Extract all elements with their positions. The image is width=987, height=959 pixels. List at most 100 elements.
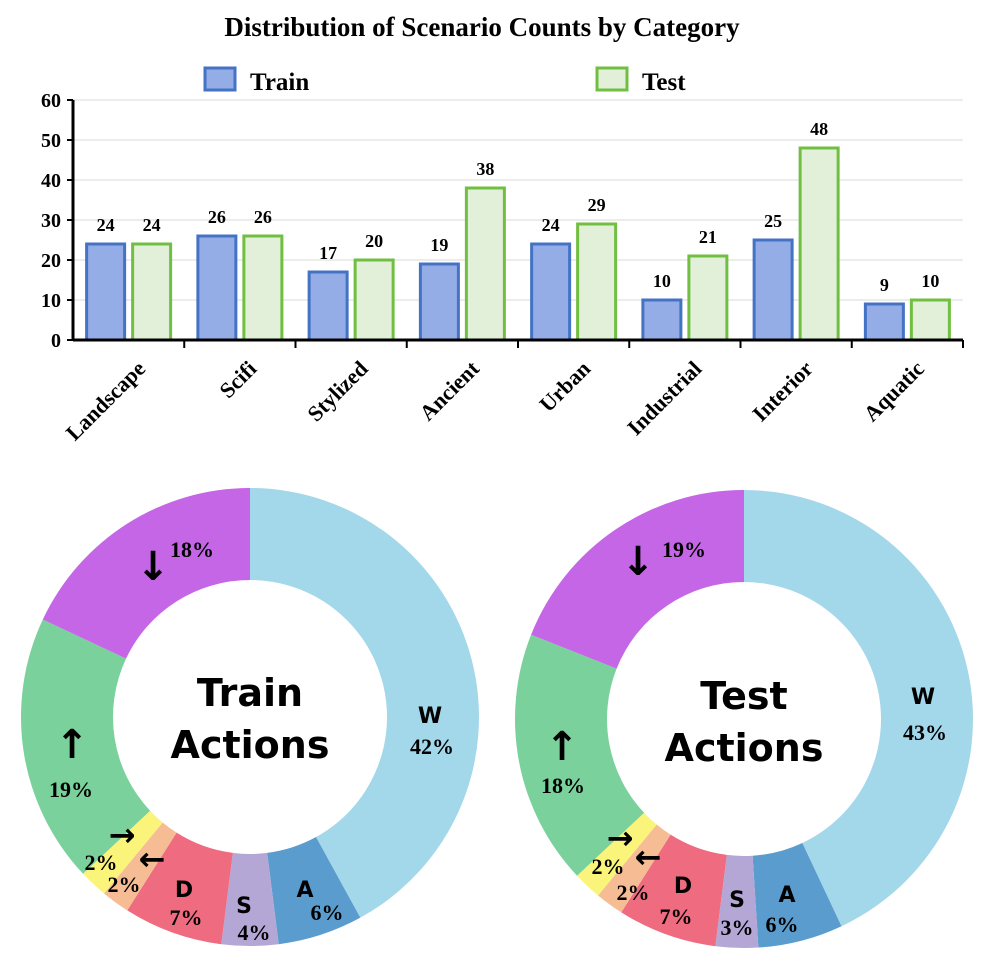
data-label-test-ancient: 38 [476, 159, 494, 179]
x-tick-label-landscape: Landscape [61, 356, 151, 446]
train-slice-pct-left: 2% [108, 872, 141, 897]
train-slice-w [250, 488, 480, 918]
x-tick-label-ancient: Ancient [414, 355, 484, 425]
train-slice-arrow-down: ↓ [136, 544, 170, 590]
x-tick-label-urban: Urban [534, 356, 595, 417]
test-slice-left [598, 824, 671, 913]
train-slice-pct-down: 18% [170, 537, 214, 562]
donut-test-slices [514, 490, 973, 948]
test-slice-pct-w: 43% [903, 720, 947, 745]
legend-swatch-test [595, 66, 629, 92]
test-slice-label-s: S [729, 888, 745, 913]
test-slice-pct-down: 19% [662, 537, 706, 562]
y-tick-label-40: 40 [41, 170, 61, 192]
legend-swatch-train [203, 66, 237, 92]
train-slice-label-s: S [236, 894, 252, 919]
y-tick-label-0: 0 [51, 330, 61, 352]
legend-label-train: Train [250, 69, 309, 96]
bar-test-industrial [687, 254, 729, 342]
legend-label-test: Test [642, 69, 686, 96]
data-label-test-landscape: 24 [143, 215, 161, 235]
y-tick-label-20: 20 [41, 250, 61, 272]
x-axis-ticks: Landscape Scifi Stylized Ancient Urban Indust… [61, 340, 964, 446]
legend: Train Test [203, 66, 686, 96]
train-slice-pct-s: 4% [238, 920, 271, 945]
data-label-test-scifi: 26 [254, 207, 272, 227]
test-slice-pct-a: 6% [766, 912, 799, 937]
test-slice-arrow-up: ↑ [545, 724, 579, 770]
y-tick-label-60: 60 [41, 90, 61, 112]
bar-train-urban [530, 242, 572, 342]
bar-train-ancient [418, 262, 460, 342]
bar-train-landscape [85, 242, 127, 342]
train-slice-label-w: W [418, 704, 442, 729]
test-slice-label-a: A [778, 883, 795, 908]
bar-train-scifi [196, 234, 238, 342]
bar-test-stylized [353, 258, 395, 342]
train-slice-right [83, 810, 163, 894]
data-label-test-industrial: 21 [699, 227, 717, 247]
train-slice-arrow-left: ← [139, 840, 166, 878]
train-slice-arrow-up: ↑ [55, 722, 89, 768]
bars [85, 146, 951, 342]
data-label-train-industrial: 10 [653, 271, 671, 291]
test-slice-arrow-right: → [607, 819, 634, 857]
x-tick-label-aquatic: Aquatic [859, 356, 930, 427]
test-slice-pct-left: 2% [617, 880, 650, 905]
bar-test-aquatic [909, 298, 951, 342]
test-slice-up [514, 634, 645, 876]
test-slice-label-d: D [674, 874, 692, 899]
test-slice-arrow-left: ← [635, 838, 662, 876]
test-slice-w [744, 490, 973, 927]
bar-test-ancient [464, 186, 506, 342]
chart-title: Distribution of Scenario Counts by Categ… [224, 12, 740, 42]
data-label-train-aquatic: 9 [880, 275, 889, 295]
donut-train-slices [20, 488, 480, 946]
test-slice-arrow-down: ↓ [621, 539, 655, 585]
bar-test-urban [576, 222, 618, 342]
donut-test-actions: W43%A6%S3%D7%←2%→2%↑18%↓ 19% Test Actions [514, 490, 973, 948]
train-slice-d [127, 832, 233, 945]
donut-train-center-line2: Actions [171, 723, 330, 767]
train-slice-pct-d: 7% [170, 905, 203, 930]
test-slice-d [621, 834, 727, 947]
bar-train-interior [752, 238, 794, 342]
bar-chart: Distribution of Scenario Counts by Categ… [41, 12, 964, 446]
data-label-train-scifi: 26 [208, 207, 226, 227]
test-slice-pct-s: 3% [721, 915, 754, 940]
donut-train-labels: W42%A6%S4%D7%←2%→2%↑19%↓ 18% [49, 537, 454, 945]
test-slice-right [577, 812, 657, 896]
train-slice-left [104, 822, 177, 911]
train-slice-arrow-right: → [109, 816, 136, 854]
train-slice-down [42, 488, 251, 659]
data-label-train-landscape: 24 [97, 215, 115, 235]
donut-train-actions: W42%A6%S4%D7%←2%→2%↑19%↓ 18% Train Action… [20, 488, 480, 946]
train-slice-pct-w: 42% [410, 734, 454, 759]
train-slice-label-a: A [296, 878, 313, 903]
test-slice-a [752, 842, 842, 948]
bar-train-aquatic [863, 302, 905, 342]
donut-test-labels: W43%A6%S3%D7%←2%→2%↑18%↓ 19% [541, 537, 947, 940]
test-slice-pct-up: 18% [541, 773, 585, 798]
data-labels: 24 24 26 26 17 20 19 38 24 29 10 21 25 48 9 10 [97, 119, 940, 295]
train-slice-s [221, 852, 279, 946]
data-label-train-urban: 24 [542, 215, 560, 235]
y-tick-label-10: 10 [41, 290, 61, 312]
test-slice-s [715, 854, 759, 948]
donut-test-center-line2: Actions [665, 726, 824, 770]
test-slice-pct-right: 2% [592, 854, 625, 879]
data-label-test-stylized: 20 [365, 231, 383, 251]
bar-train-stylized [307, 270, 349, 342]
data-label-train-ancient: 19 [430, 235, 448, 255]
bar-test-interior [798, 146, 840, 342]
data-label-test-urban: 29 [588, 195, 606, 215]
y-tick-label-30: 30 [41, 210, 61, 232]
test-slice-down [531, 490, 744, 669]
y-axis-ticks: 0 10 20 30 40 50 60 [41, 90, 73, 352]
data-label-train-stylized: 17 [319, 243, 337, 263]
bar-test-scifi [242, 234, 284, 342]
x-tick-label-stylized: Stylized [302, 356, 372, 426]
train-slice-a [267, 837, 361, 945]
train-slice-pct-up: 19% [49, 777, 93, 802]
